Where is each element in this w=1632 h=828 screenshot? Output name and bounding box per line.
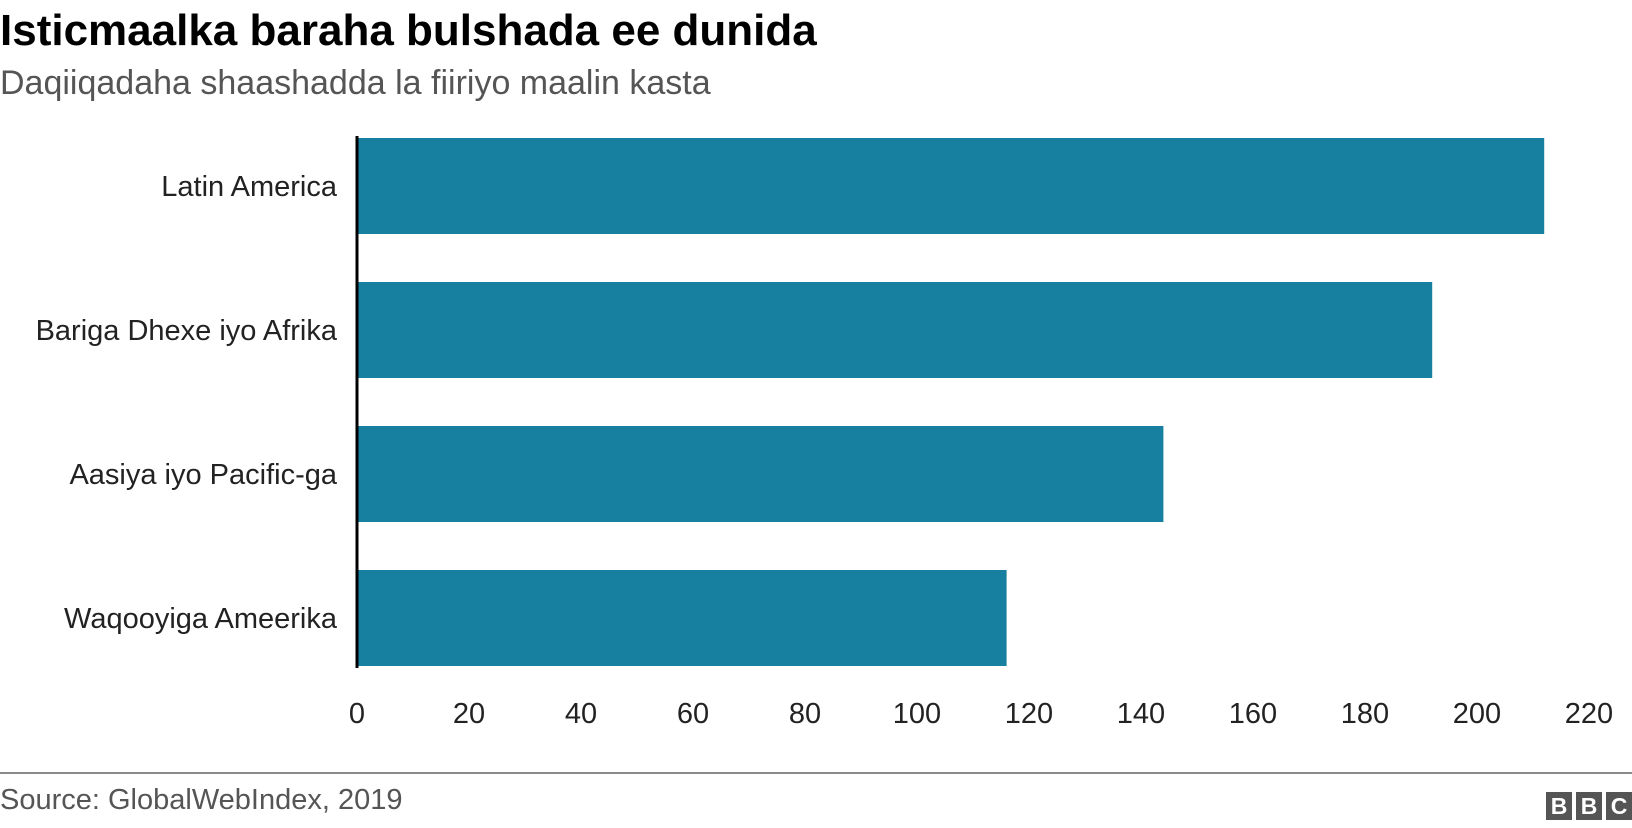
x-tick-label: 180 xyxy=(1341,698,1389,730)
bbc-logo: B B C xyxy=(1546,792,1632,820)
x-tick-label: 160 xyxy=(1229,698,1277,730)
logo-letter: B xyxy=(1546,792,1572,820)
x-tick-label: 0 xyxy=(349,698,365,730)
x-tick-label: 200 xyxy=(1453,698,1501,730)
category-label: Latin America xyxy=(161,171,338,203)
x-tick-label: 40 xyxy=(565,698,597,730)
category-label: Bariga Dhexe iyo Afrika xyxy=(36,315,338,347)
logo-letter: C xyxy=(1606,792,1632,820)
x-tick-label: 60 xyxy=(677,698,709,730)
category-label: Waqooyiga Ameerika xyxy=(64,603,338,635)
x-tick-label: 140 xyxy=(1117,698,1165,730)
logo-letter: B xyxy=(1576,792,1602,820)
footer-divider xyxy=(0,772,1632,774)
x-tick-label: 20 xyxy=(453,698,485,730)
source-note: Source: GlobalWebIndex, 2019 xyxy=(0,784,403,816)
x-tick-label: 100 xyxy=(893,698,941,730)
x-tick-label: 220 xyxy=(1565,698,1613,730)
bar-chart: Latin America Bariga Dhexe iyo Afrika Aasi… xyxy=(36,136,1613,730)
bar xyxy=(357,426,1164,522)
chart-title: Isticmaalka baraha bulshada ee dunida xyxy=(0,6,817,55)
bar xyxy=(357,138,1545,234)
chart-subtitle: Daqiiqadaha shaashadda la fiiriyo maalin… xyxy=(0,64,711,102)
category-label: Aasiya iyo Pacific-ga xyxy=(69,459,337,491)
bar xyxy=(357,570,1007,666)
x-tick-label: 120 xyxy=(1005,698,1053,730)
x-tick-label: 80 xyxy=(789,698,821,730)
bar xyxy=(357,282,1433,378)
